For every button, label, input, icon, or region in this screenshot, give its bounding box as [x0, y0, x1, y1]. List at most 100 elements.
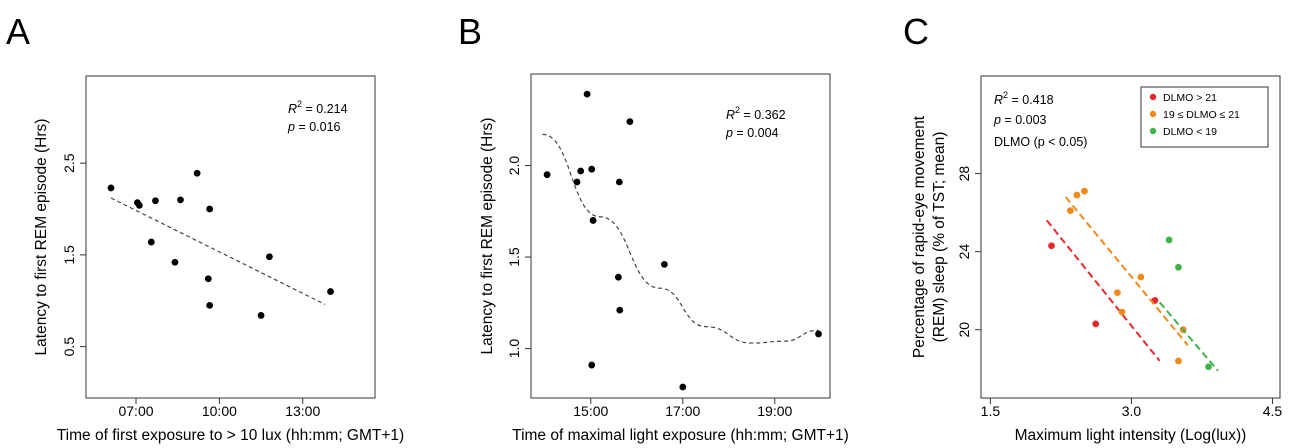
- legend-label-2: DLMO < 19: [1163, 126, 1217, 138]
- r-squared-value-c: = 0.418: [1008, 93, 1054, 107]
- data-point-a: [193, 169, 201, 177]
- data-point-b: [615, 178, 623, 186]
- data-point-a: [206, 205, 214, 213]
- data-point-a: [257, 312, 265, 319]
- plot-frame-c: [980, 75, 1281, 399]
- data-point-series-2: [1205, 363, 1212, 371]
- data-point-a: [107, 184, 115, 192]
- data-point-series-1: [1137, 273, 1145, 281]
- y-tick-label-b: 1.5: [506, 247, 522, 267]
- p-symbol-b: p: [725, 126, 733, 140]
- legend-box: [1140, 86, 1269, 148]
- r-squared-symbol-b: R: [726, 108, 735, 122]
- x-tick-label-b: 19:00: [757, 403, 792, 419]
- r-squared-sup-b: 2: [735, 105, 740, 115]
- panel-b-chart: 15:00 17:00 19:00 1.0 1.5 2.0 Time of maximal …: [479, 73, 849, 444]
- data-point-series-1: [1073, 191, 1081, 199]
- trend-line-series-0: [1046, 219, 1161, 362]
- dlmo-significance-c: DLMO (p < 0.05): [994, 135, 1087, 149]
- data-point-b: [583, 90, 591, 98]
- x-tick-label-c: 3.0: [1122, 403, 1142, 419]
- data-point-series-2: [1175, 263, 1182, 271]
- data-point-series-1: [1081, 187, 1088, 195]
- panel-letter-c: C: [903, 11, 929, 52]
- data-point-series-1: [1118, 308, 1126, 316]
- p-value-a: = 0.016: [295, 120, 341, 134]
- p-value-b: = 0.004: [733, 126, 779, 140]
- data-point-a: [266, 253, 273, 261]
- data-point-b: [589, 217, 597, 224]
- y-axis-title-c: Percentage of rapid-eye movement (REM) sl…: [911, 115, 948, 358]
- data-point-a: [147, 238, 155, 246]
- data-point-series-2: [1165, 236, 1173, 244]
- y-tick-label-a: 0.5: [61, 337, 77, 357]
- data-point-b: [588, 361, 596, 369]
- data-point-b: [615, 273, 622, 281]
- r-squared-label-c: R2 = 0.418: [994, 90, 1054, 107]
- data-point-series-1: [1113, 289, 1121, 297]
- x-axis-title-c: Maximum light intensity (Log(lux)): [1015, 427, 1247, 444]
- y-tick-label-a: 1.5: [61, 245, 77, 265]
- p-symbol-c: p: [993, 113, 1001, 127]
- x-tick-label-a: 10:00: [202, 403, 237, 419]
- y-tick-label-b: 2.0: [506, 156, 522, 176]
- legend-marker-1: [1149, 110, 1157, 118]
- x-tick-label-b: 17:00: [665, 403, 700, 419]
- p-value-label-c: p = 0.003: [993, 113, 1047, 127]
- trend-line-a: [110, 197, 326, 305]
- x-tick-label-a: 07:00: [118, 403, 153, 419]
- y-tick-label-c: 24: [956, 244, 972, 260]
- legend-label-0: DLMO > 21: [1163, 92, 1217, 104]
- p-symbol-a: p: [287, 120, 295, 134]
- data-point-b: [577, 167, 585, 175]
- y-tick-label-a: 2.5: [61, 153, 77, 173]
- y-axis-title-line-c: (REM) sleep (% of TST; mean): [931, 132, 948, 343]
- p-value-c: = 0.003: [1001, 113, 1047, 127]
- data-point-b: [679, 383, 687, 391]
- data-point-series-1: [1175, 357, 1182, 365]
- plot-frame-a: [85, 75, 376, 399]
- data-point-series-1: [1066, 207, 1074, 215]
- trend-line-series-2: [1158, 301, 1219, 372]
- x-axis-title-b: Time of maximal light exposure (hh:mm; G…: [512, 427, 849, 444]
- panel-c-chart: 1.5 3.0 4.5 20 24 28 Maximum light intensity (…: [911, 75, 1283, 444]
- plot-frame-b: [530, 73, 831, 399]
- panel-letter-a: A: [6, 11, 30, 52]
- legend-label-1: 19 ≤ DLMO ≤ 21: [1163, 109, 1240, 121]
- data-point-b: [588, 165, 596, 173]
- r-squared-label-b: R2 = 0.362: [726, 105, 786, 122]
- x-tick-label-c: 4.5: [1263, 403, 1283, 419]
- data-point-series-0: [1092, 320, 1100, 328]
- x-tick-label-c: 1.5: [981, 403, 1001, 419]
- data-point-a: [327, 288, 334, 295]
- legend-marker-0: [1149, 93, 1157, 101]
- r-squared-sup-c: 2: [1003, 90, 1008, 100]
- trend-line-series-1: [1064, 196, 1189, 346]
- r-squared-label-a: R2 = 0.214: [288, 99, 348, 116]
- y-axis-title-line-c: Percentage of rapid-eye movement: [911, 115, 928, 358]
- data-point-series-0: [1048, 242, 1055, 250]
- r-squared-symbol-a: R: [288, 102, 297, 116]
- data-point-b: [626, 118, 634, 125]
- r-squared-symbol-c: R: [994, 93, 1003, 107]
- r-squared-value-a: = 0.214: [302, 102, 348, 116]
- y-tick-label-b: 1.0: [506, 339, 522, 359]
- y-tick-label-c: 20: [956, 322, 972, 338]
- data-point-b: [661, 260, 668, 268]
- y-axis-title-b: Latency to first REM episode (Hrs): [479, 118, 496, 355]
- panel-a-chart: 07:00 10:00 13:00 0.5 1.5 2.5 Time of first ex…: [33, 75, 404, 444]
- r-squared-value-b: = 0.362: [740, 108, 786, 122]
- y-axis-title-a: Latency to first REM episode (Hrs): [33, 119, 50, 356]
- p-value-label-a: p = 0.016: [287, 120, 341, 134]
- data-point-b: [573, 178, 581, 186]
- data-point-b: [815, 330, 822, 338]
- data-point-b: [616, 306, 624, 314]
- data-point-a: [204, 275, 212, 283]
- data-point-a: [206, 301, 214, 309]
- x-tick-label-a: 13:00: [285, 403, 320, 419]
- x-tick-label-b: 15:00: [573, 403, 608, 419]
- data-point-a: [171, 258, 179, 266]
- data-point-a: [177, 196, 184, 204]
- y-tick-label-c: 28: [956, 166, 972, 182]
- r-squared-sup-a: 2: [297, 99, 302, 109]
